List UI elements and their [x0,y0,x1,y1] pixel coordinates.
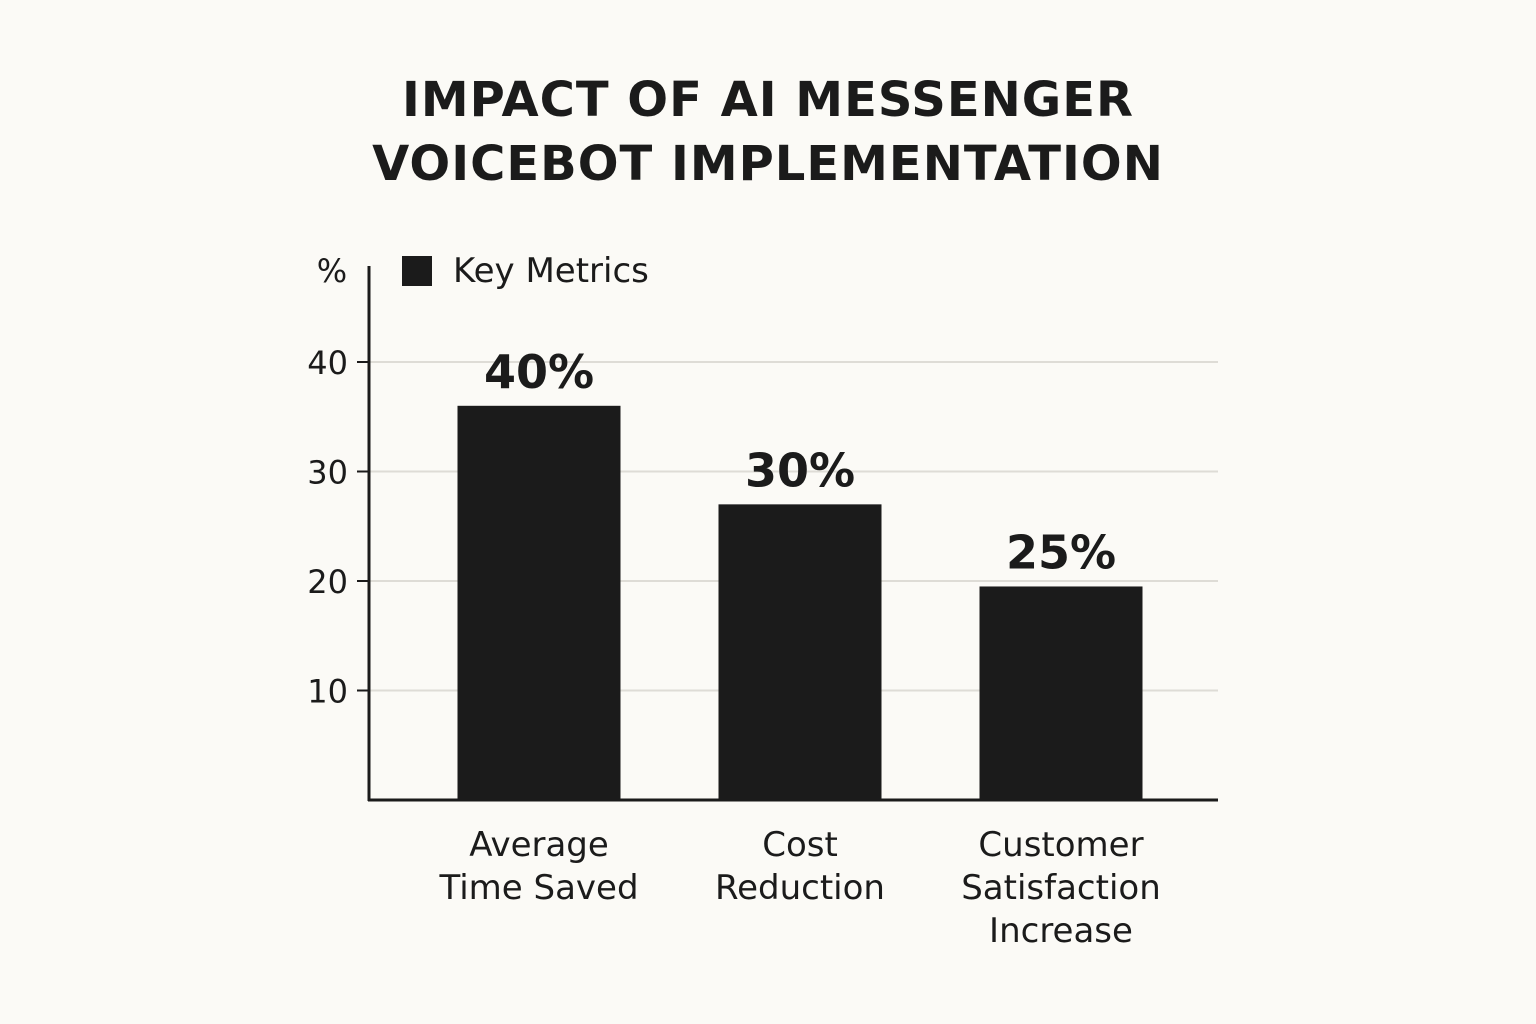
y-tick-label: 40 [307,344,348,382]
axes [357,266,1218,802]
x-category-label: Time Saved [438,868,638,908]
x-category-label: Increase [989,911,1133,951]
bar-data-label: 40% [484,345,594,399]
chart-title-line-1: IMPACT OF AI MESSENGER [402,72,1134,128]
y-tick-label: 20 [307,563,348,601]
bar [457,405,621,800]
legend-swatch [402,256,432,286]
bar-data-label: 30% [745,443,855,497]
x-category-label: Customer [978,825,1143,865]
bars [457,405,1143,800]
y-tick-label: 30 [307,454,348,492]
y-axis-label: % [317,252,347,290]
x-category-label: Cost [762,825,838,865]
x-category-label: Satisfaction [961,868,1161,908]
x-category-label: Average [469,825,609,865]
chart-title-line-2: VOICEBOT IMPLEMENTATION [372,136,1164,192]
bar-data-label: 25% [1006,525,1116,579]
legend-label: Key Metrics [453,251,649,291]
y-tick-label: 10 [307,673,348,711]
bar [718,504,882,800]
x-category-label: Reduction [715,868,885,908]
bar [979,586,1143,800]
